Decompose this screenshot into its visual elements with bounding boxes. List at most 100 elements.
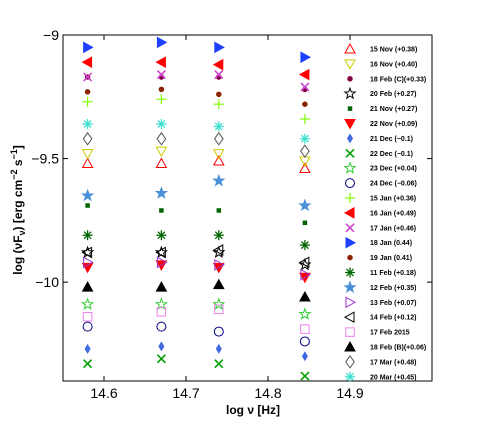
data-point-shape	[83, 41, 94, 54]
data-point	[82, 230, 93, 241]
legend-marker-shape	[344, 119, 356, 130]
data-point	[214, 69, 224, 80]
data-point-shape	[299, 162, 311, 173]
series-0	[81, 155, 311, 173]
legend-marker	[345, 355, 355, 369]
data-point	[302, 220, 308, 226]
data-point	[159, 208, 164, 213]
series-9	[82, 321, 310, 347]
data-point	[298, 256, 310, 269]
data-point	[81, 246, 93, 259]
legend-marker	[344, 42, 356, 54]
series-13	[83, 36, 311, 64]
data-point-shape	[158, 86, 165, 93]
data-point-stroke	[214, 231, 223, 240]
data-point-shape	[82, 311, 93, 322]
data-point	[154, 297, 169, 311]
data-point	[82, 321, 93, 332]
data-point	[80, 188, 95, 202]
data-point	[80, 297, 95, 311]
y-axis-label-sup: −1	[9, 149, 19, 159]
series-18	[81, 244, 310, 269]
legend-label: 24 Dec (−0.06)	[370, 181, 417, 188]
y-axis-label-part: log (νF	[11, 235, 25, 274]
data-point-stroke	[156, 69, 166, 80]
data-point	[156, 69, 166, 80]
legend-marker	[344, 59, 356, 70]
legend-marker	[347, 76, 353, 82]
data-point	[213, 121, 224, 132]
legend-label: 16 Jan (+0.49)	[370, 210, 416, 217]
series-11	[81, 56, 310, 81]
data-point-shape	[81, 149, 94, 160]
legend-marker-shape	[345, 236, 357, 249]
data-point	[83, 41, 94, 54]
data-point	[300, 144, 310, 159]
data-point-shape	[214, 41, 225, 54]
legend-label: 18 Feb (C)(+0.33)	[370, 76, 426, 83]
data-point	[214, 304, 224, 315]
legend-label: 23 Dec (+0.04)	[370, 166, 417, 173]
data-point	[84, 89, 91, 95]
data-point	[212, 149, 225, 160]
x-tick-label: 14.7	[172, 385, 199, 401]
data-point-shape	[81, 157, 94, 169]
data-point	[212, 173, 226, 187]
series-6	[84, 341, 308, 362]
legend-label: 21 Dec (−0.1)	[370, 136, 413, 143]
data-point	[156, 321, 167, 332]
legend-label: 16 Nov (+0.40)	[370, 61, 417, 68]
legend-label: 20 Mar (+0.45)	[370, 374, 417, 381]
series-8	[80, 297, 312, 320]
data-point-shape	[155, 281, 168, 292]
data-point-shape	[298, 307, 312, 320]
data-point-shape	[155, 157, 168, 169]
data-point	[214, 258, 225, 271]
data-point-shape	[216, 91, 222, 98]
legend-marker	[345, 193, 355, 203]
data-point	[299, 290, 311, 302]
data-point	[298, 198, 312, 212]
legend: 15 Nov (+0.38) 16 Nov (+0.40) 18 Feb (C)(+…	[343, 42, 426, 382]
data-point-shape	[155, 246, 166, 259]
legend-marker-shape	[347, 254, 353, 261]
x-tick-label: 14.9	[336, 385, 363, 401]
legend-marker	[345, 178, 355, 189]
y-tick-label: −9.5	[31, 151, 59, 167]
data-point	[300, 324, 310, 334]
legend-marker-shape	[345, 296, 357, 309]
data-point	[214, 41, 225, 54]
series-1	[81, 146, 311, 168]
y-tick-label: −9	[43, 27, 59, 43]
data-point	[82, 96, 93, 107]
legend-marker-shape	[347, 106, 353, 111]
data-point	[158, 86, 165, 93]
legend-marker-stroke	[345, 223, 355, 233]
data-point	[85, 203, 90, 208]
data-point-stroke	[300, 371, 310, 381]
legend-marker	[345, 236, 357, 249]
plot-frame	[62, 34, 433, 382]
data-point-stroke	[214, 359, 224, 369]
series-14	[84, 86, 308, 107]
legend-marker-shape	[343, 311, 355, 324]
data-point-shape	[300, 268, 311, 281]
data-point	[299, 156, 311, 168]
series-17	[83, 256, 311, 281]
data-point-shape	[298, 256, 310, 269]
legend-label: 15 Nov (+0.38)	[370, 47, 417, 54]
data-point-shape	[213, 131, 224, 146]
data-point-shape	[215, 343, 222, 354]
legend-marker-stroke	[346, 268, 354, 277]
data-point	[298, 68, 310, 81]
series-22	[82, 118, 310, 144]
data-point-shape	[82, 131, 93, 146]
data-point	[83, 72, 93, 82]
data-point-shape	[212, 173, 226, 187]
data-point	[83, 256, 94, 269]
data-point-shape	[156, 131, 167, 146]
legend-label: 17 Jan (+0.46)	[370, 225, 416, 232]
x-tick-label: 14.6	[90, 385, 117, 401]
data-point	[216, 208, 222, 213]
data-point-shape	[212, 297, 226, 311]
